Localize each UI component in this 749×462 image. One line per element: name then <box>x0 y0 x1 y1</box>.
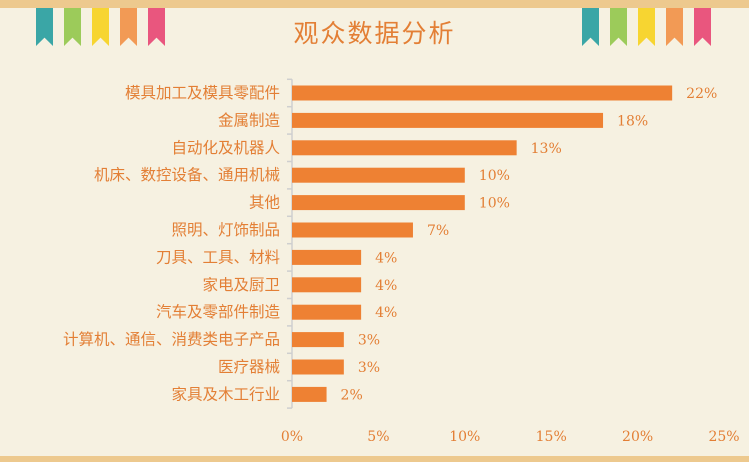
data-label: 4% <box>375 278 397 294</box>
bunting-flag <box>610 8 627 46</box>
category-label: 金属制造 <box>218 111 281 129</box>
category-label: 自动化及机器人 <box>171 139 280 157</box>
data-label: 10% <box>479 168 510 184</box>
bunting-flag <box>92 8 109 46</box>
category-label: 家具及木工行业 <box>171 385 280 403</box>
category-label: 照明、灯饰制品 <box>171 221 280 239</box>
data-label: 13% <box>531 141 562 157</box>
data-label: 10% <box>479 196 510 212</box>
x-tick-label: 5% <box>367 429 389 445</box>
category-label: 机床、数控设备、通用机械 <box>94 166 280 184</box>
category-label: 医疗器械 <box>218 358 280 376</box>
data-label: 7% <box>427 223 449 239</box>
bunting-flag <box>694 8 711 46</box>
top-band <box>0 0 749 8</box>
x-tick-label: 20% <box>622 429 653 445</box>
bar <box>292 304 362 320</box>
bar <box>292 112 604 128</box>
category-label: 家电及厨卫 <box>202 276 280 294</box>
bunting-flag <box>638 8 655 46</box>
bar <box>292 249 362 265</box>
data-label: 22% <box>686 86 717 102</box>
data-label: 2% <box>341 387 363 403</box>
x-tick-label: 10% <box>449 429 480 445</box>
category-label: 刀具、工具、材料 <box>156 248 280 266</box>
category-label: 计算机、通信、消费类电子产品 <box>63 330 280 349</box>
category-label: 模具加工及模具零配件 <box>125 84 280 102</box>
bar <box>292 222 413 238</box>
data-label: 4% <box>375 250 397 266</box>
x-tick-label: 15% <box>536 429 567 445</box>
bar <box>292 277 362 293</box>
bunting-flag <box>120 8 137 46</box>
bunting-flag <box>36 8 53 46</box>
bunting-flag <box>148 8 165 46</box>
bar <box>292 167 465 183</box>
bunting-flag <box>64 8 81 46</box>
x-tick-label: 25% <box>708 429 739 445</box>
bunting-flag <box>582 8 599 46</box>
bunting-flag <box>666 8 683 46</box>
bar <box>292 140 517 156</box>
bar <box>292 195 465 211</box>
data-label: 4% <box>375 305 397 321</box>
bar <box>292 332 344 348</box>
data-label: 3% <box>358 333 380 349</box>
x-tick-label: 0% <box>281 429 303 445</box>
data-label: 18% <box>617 113 648 129</box>
data-label: 3% <box>358 360 380 376</box>
bar <box>292 386 327 402</box>
bar <box>292 85 673 101</box>
bottom-band <box>0 456 749 462</box>
chart-title: 观众数据分析 <box>293 19 456 48</box>
category-label: 汽车及零部件制造 <box>156 303 281 321</box>
category-label: 其他 <box>249 194 280 212</box>
bar <box>292 359 344 375</box>
